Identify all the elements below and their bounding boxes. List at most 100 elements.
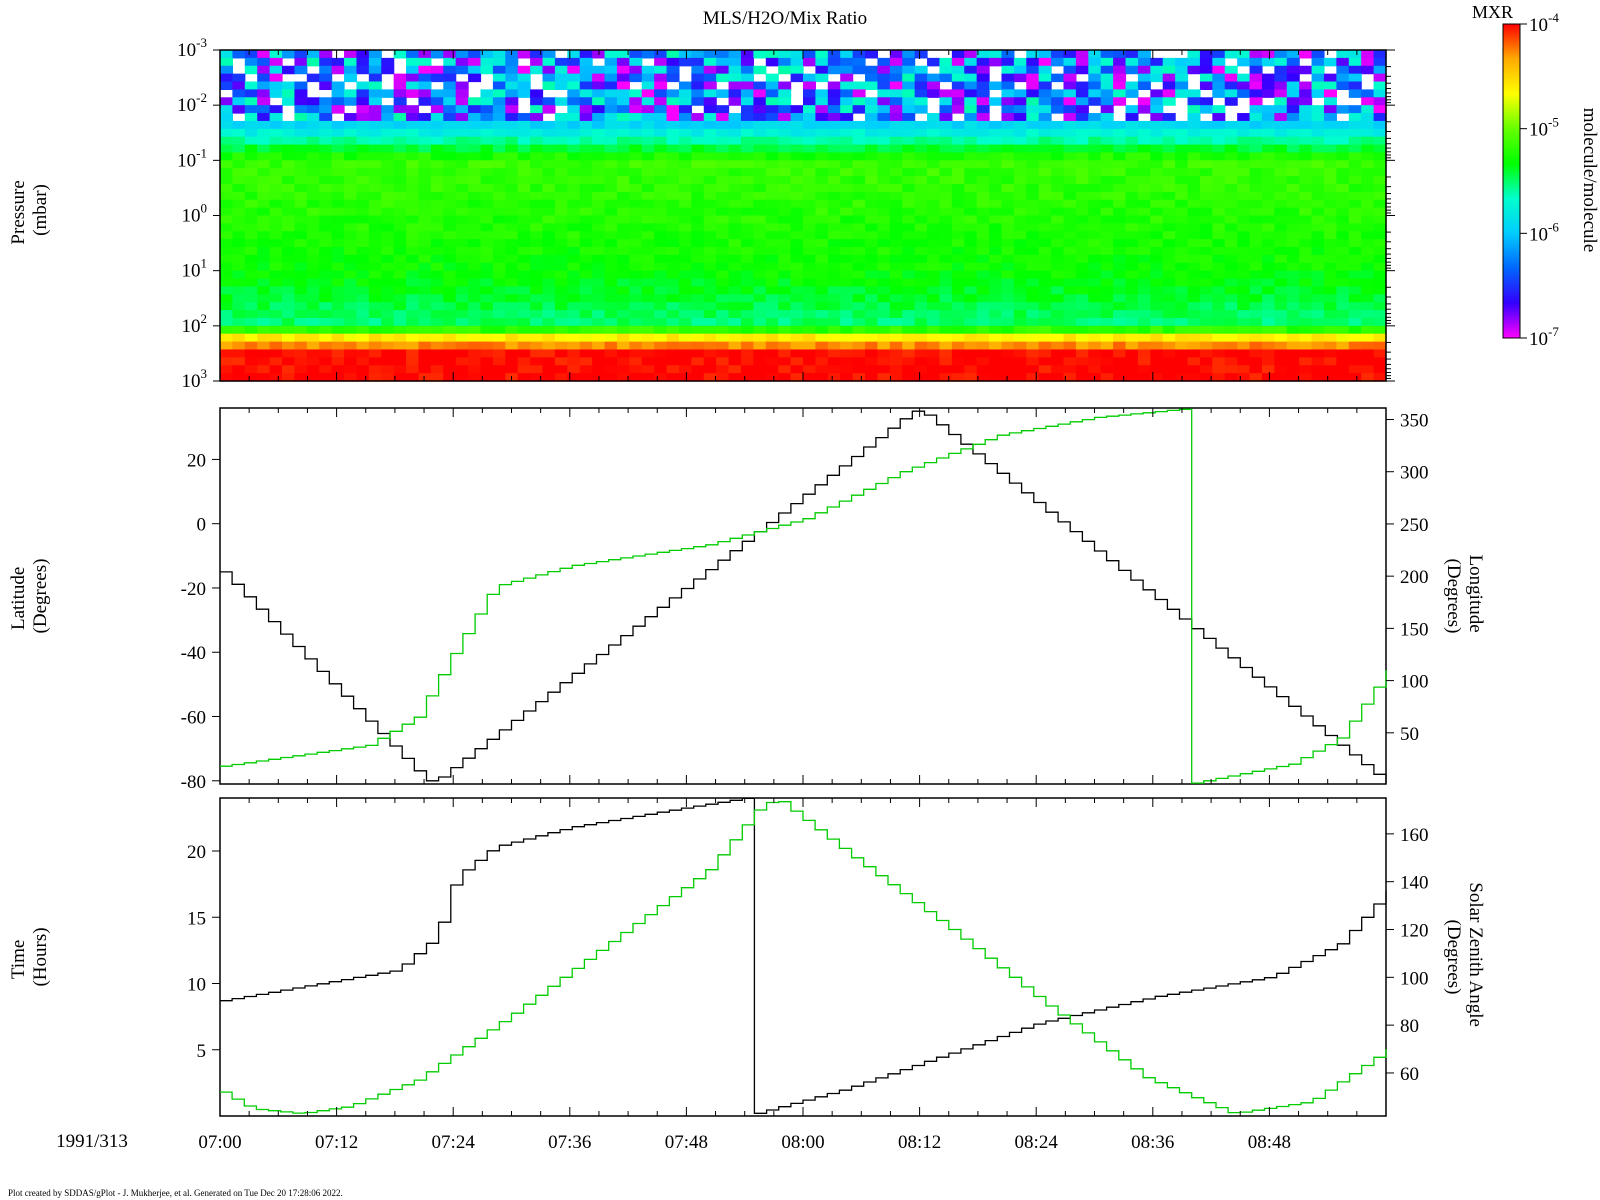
heatmap-cell <box>344 191 358 201</box>
heatmap-cell <box>1373 357 1387 366</box>
heatmap-cell <box>430 310 444 319</box>
heatmap-cell <box>530 97 544 106</box>
heatmap-cell <box>1137 239 1151 248</box>
heatmap-cell <box>964 113 978 122</box>
heatmap-cell <box>728 373 742 382</box>
heatmap-cell <box>1162 247 1176 256</box>
heatmap-cell <box>927 128 941 138</box>
heatmap-cell <box>356 65 370 75</box>
heatmap-cell <box>356 176 370 185</box>
heatmap-cell <box>1336 168 1350 177</box>
heatmap-cell <box>889 286 903 295</box>
heatmap-cell <box>554 199 568 209</box>
heatmap-cell <box>269 144 283 154</box>
heatmap-cell <box>1373 254 1387 264</box>
heatmap-cell <box>1175 349 1189 358</box>
heatmap-cell <box>691 152 705 161</box>
heatmap-cell <box>1026 262 1040 272</box>
heatmap-cell <box>765 247 779 256</box>
heatmap-cell <box>1286 373 1300 382</box>
heatmap-cell <box>716 215 730 224</box>
heatmap-cell <box>1224 120 1238 130</box>
heatmap-cell <box>1051 176 1065 185</box>
heatmap-cell <box>269 223 283 232</box>
heatmap-cell <box>418 113 432 122</box>
heatmap-cell <box>678 89 692 98</box>
heatmap-cell <box>1199 57 1213 67</box>
heatmap-cell <box>1199 160 1213 169</box>
heatmap-cell <box>1311 239 1325 248</box>
heatmap-cell <box>889 128 903 138</box>
heatmap-cell <box>1162 65 1176 75</box>
heatmap-cell <box>740 113 754 122</box>
heatmap-cell <box>604 113 618 122</box>
heatmap-cell <box>1001 160 1015 169</box>
heatmap-cell <box>1113 168 1127 177</box>
heatmap-cell <box>269 373 283 382</box>
heatmap-cell <box>703 105 717 114</box>
heatmap-cell <box>1249 365 1263 374</box>
heatmap-cell <box>678 254 692 264</box>
heatmap-cell <box>914 89 928 98</box>
heatmap-cell <box>1137 207 1151 217</box>
heatmap-cell <box>220 262 233 272</box>
heatmap-cell <box>1026 160 1040 169</box>
heatmap-cell <box>753 333 767 343</box>
heatmap-cell <box>430 270 444 280</box>
heatmap-cell <box>877 191 891 201</box>
heatmap-cell <box>691 215 705 224</box>
heatmap-cell <box>1348 247 1362 256</box>
heatmap-cell <box>641 262 655 272</box>
heatmap-cell <box>1187 120 1201 130</box>
heatmap-cell <box>393 152 407 161</box>
chart-title: MLS/H2O/Mix Ratio <box>703 8 867 29</box>
heatmap-cell <box>716 317 730 327</box>
heatmap-cell <box>393 168 407 177</box>
heatmap-cell <box>939 278 953 288</box>
heatmap-cell <box>654 183 668 193</box>
heatmap-cell <box>877 215 891 224</box>
heatmap-cell <box>616 65 630 75</box>
heatmap-cell <box>1336 373 1350 382</box>
heatmap-cell <box>554 191 568 201</box>
heatmap-cell <box>1261 223 1275 232</box>
heatmap-cell <box>889 97 903 106</box>
heatmap-cell <box>1336 50 1350 59</box>
heatmap-cell <box>1038 365 1052 374</box>
heatmap-cell <box>344 113 358 122</box>
heatmap-cell <box>344 302 358 311</box>
heatmap-cell <box>592 223 606 232</box>
heatmap-cell <box>579 310 593 319</box>
heatmap-cell <box>691 113 705 122</box>
heatmap-cell <box>778 128 792 138</box>
heatmap-cell <box>455 65 469 75</box>
heatmap-cell <box>1026 215 1040 224</box>
heatmap-cell <box>306 215 320 224</box>
heatmap-cell <box>1125 65 1139 75</box>
heatmap-cell <box>1113 89 1127 98</box>
heatmap-cell <box>542 254 556 264</box>
heatmap-cell <box>654 105 668 114</box>
heatmap-cell <box>927 239 941 248</box>
heatmap-cell <box>1212 349 1226 358</box>
heatmap-cell <box>790 57 804 67</box>
heatmap-cell <box>1113 144 1127 154</box>
heatmap-cell <box>678 231 692 240</box>
heatmap-cell <box>430 365 444 374</box>
heatmap-cell <box>1100 65 1114 75</box>
heatmap-cell <box>1088 270 1102 280</box>
heatmap-cell <box>1162 373 1176 382</box>
heatmap-cell <box>1137 120 1151 130</box>
heatmap-cell <box>840 310 854 319</box>
heatmap-cell <box>1274 191 1288 201</box>
heatmap-cell <box>232 136 246 146</box>
heatmap-cell <box>703 89 717 98</box>
heatmap-cell <box>976 207 990 217</box>
heatmap-cell <box>914 325 928 335</box>
heatmap-cell <box>1013 317 1027 327</box>
heatmap-cell <box>1299 333 1313 343</box>
heatmap-cell <box>430 152 444 161</box>
heatmap-cell <box>344 278 358 288</box>
left-tick-label: -60 <box>181 708 206 729</box>
heatmap-cell <box>939 310 953 319</box>
